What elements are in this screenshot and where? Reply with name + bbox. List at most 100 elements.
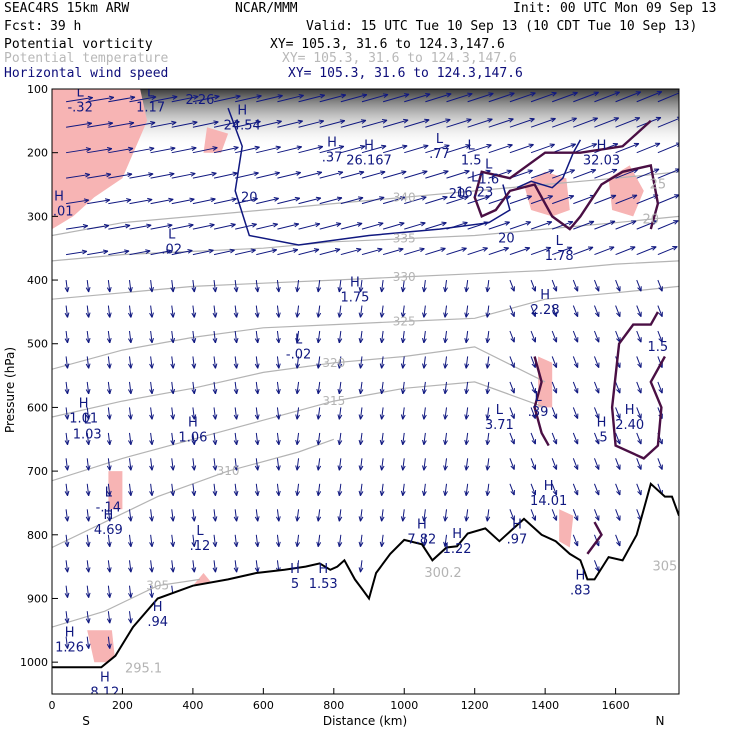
wind-arrow bbox=[340, 222, 363, 230]
wind-arrow-head bbox=[399, 221, 405, 227]
pv-contour bbox=[533, 356, 550, 447]
wind-arrow bbox=[192, 381, 195, 394]
wind-arrow bbox=[615, 483, 621, 496]
wind-arrow bbox=[65, 458, 69, 471]
wind-arrow bbox=[129, 173, 154, 179]
wind-arrow bbox=[86, 458, 90, 471]
wind-arrow-head bbox=[335, 222, 342, 227]
wind-arrow bbox=[171, 198, 195, 205]
wind-arrow bbox=[657, 381, 663, 394]
wind-arrow bbox=[298, 94, 325, 103]
theta-contour bbox=[52, 578, 200, 628]
wind-arrow-head bbox=[128, 592, 133, 598]
wind-arrow-head bbox=[545, 246, 552, 252]
wind-arrow-head bbox=[631, 194, 638, 200]
pv-extremum-value: .12 bbox=[190, 539, 211, 554]
wind-arrow-head bbox=[443, 516, 448, 522]
wind-arrow-head bbox=[337, 363, 343, 369]
wind-arrow-head bbox=[275, 388, 281, 395]
pv-extremum-marker: H bbox=[512, 517, 522, 532]
wind-arrow-head bbox=[275, 287, 281, 293]
wind-arrow-head bbox=[316, 439, 322, 446]
wind-arrow-head bbox=[318, 119, 325, 125]
wind-arrow bbox=[150, 330, 153, 343]
wind-arrow-head bbox=[358, 516, 364, 522]
wind-arrow-head bbox=[358, 363, 364, 369]
wind-arrow-head bbox=[254, 312, 260, 318]
wind-arrow-head bbox=[400, 414, 406, 420]
wind-arrow-head bbox=[107, 121, 114, 127]
wind-arrow bbox=[87, 122, 113, 128]
wind-arrow-head bbox=[212, 490, 218, 497]
wind-arrow bbox=[192, 407, 195, 420]
wind-arrow-head bbox=[358, 170, 365, 176]
wind-arrow-head bbox=[592, 117, 599, 122]
pv-extremum-value: -.02 bbox=[286, 348, 311, 363]
wind-arrow-head bbox=[129, 95, 136, 101]
wind-arrow-head bbox=[64, 363, 70, 369]
pv-extremum-value: .39 bbox=[528, 405, 549, 420]
wind-arrow bbox=[404, 119, 430, 128]
wind-arrow bbox=[192, 483, 195, 496]
wind-arrow bbox=[298, 197, 321, 205]
wind-arrow-head bbox=[274, 171, 280, 177]
wind-arrow bbox=[256, 197, 279, 205]
wind-arrow bbox=[235, 120, 261, 128]
pv-extremum-marker: H bbox=[625, 403, 635, 418]
y-tick-label: 700 bbox=[27, 465, 48, 478]
wind-arrow-head bbox=[587, 246, 594, 252]
wind-arrow-head bbox=[166, 249, 172, 254]
wind-arrow-head bbox=[658, 286, 663, 292]
wind-arrow-head bbox=[148, 172, 154, 178]
wind-arrow bbox=[338, 534, 342, 547]
wind-arrow bbox=[65, 279, 69, 293]
wind-arrow-head bbox=[233, 388, 239, 395]
wind-arrow bbox=[298, 120, 324, 128]
wind-arrow-head bbox=[594, 337, 600, 343]
wind-arrow-head bbox=[233, 541, 239, 547]
wind-arrow bbox=[509, 279, 515, 292]
wind-arrow-head bbox=[235, 94, 241, 100]
wind-arrow bbox=[296, 458, 300, 471]
wind-arrow bbox=[87, 96, 114, 103]
wind-arrow-head bbox=[637, 490, 642, 496]
wind-arrow-head bbox=[510, 515, 515, 521]
wind-arrow bbox=[255, 305, 259, 318]
wind-arrow bbox=[486, 356, 490, 369]
wind-arrow-head bbox=[525, 221, 532, 226]
wind-arrow bbox=[636, 91, 662, 103]
wind-arrow bbox=[192, 172, 217, 179]
wind-arrow bbox=[552, 92, 578, 103]
wind-arrow bbox=[338, 432, 342, 445]
wind-arrow bbox=[509, 407, 515, 419]
wind-arrow-head bbox=[149, 516, 154, 522]
wind-arrow bbox=[402, 330, 405, 343]
pv-extremum-marker: L bbox=[436, 132, 444, 147]
wind-arrow bbox=[359, 509, 363, 522]
wind-arrow-head bbox=[402, 144, 408, 150]
wind-arrow-head bbox=[549, 143, 555, 149]
wind-arrow bbox=[444, 458, 448, 471]
wind-arrow bbox=[444, 279, 448, 293]
pv-extremum-value: 1.6 bbox=[478, 173, 499, 188]
wind-arrow-head bbox=[191, 287, 197, 293]
wind-arrow bbox=[615, 279, 621, 292]
wind-arrow-head bbox=[531, 311, 537, 318]
wind-arrow-head bbox=[510, 286, 515, 292]
wind-arrow-head bbox=[400, 337, 406, 344]
wind-arrow-head bbox=[81, 249, 88, 255]
wind-arrow-head bbox=[337, 312, 343, 318]
wind-arrow-head bbox=[510, 337, 515, 343]
wind-arrow bbox=[594, 220, 616, 230]
wind-arrow bbox=[192, 121, 219, 128]
wind-arrow bbox=[657, 305, 663, 317]
wind-arrow bbox=[107, 509, 111, 522]
wind-arrow-head bbox=[400, 363, 406, 369]
wind-arrow-head bbox=[170, 414, 176, 420]
theta-contour-label: 310 bbox=[217, 464, 240, 478]
wind-arrow-head bbox=[339, 119, 346, 125]
wind-arrow-head bbox=[360, 119, 367, 124]
wind-arrow bbox=[338, 509, 342, 522]
wind-arrow bbox=[573, 246, 594, 256]
wind-arrow-head bbox=[635, 91, 642, 96]
